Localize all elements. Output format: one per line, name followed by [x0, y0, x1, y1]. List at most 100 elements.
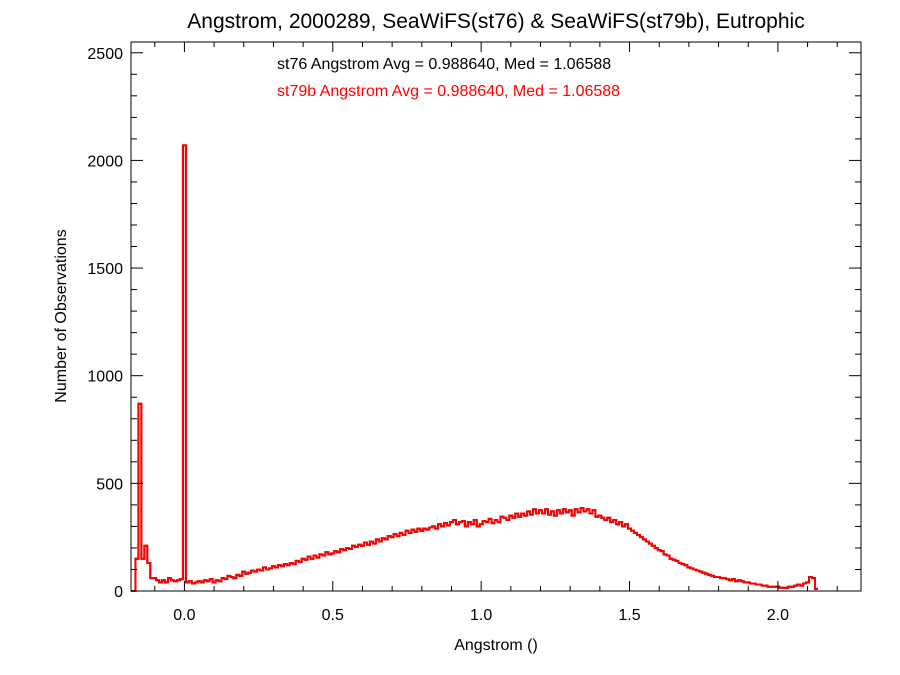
histogram-bin: [379, 541, 382, 591]
histogram-bin: [343, 550, 346, 591]
histogram-bin: [480, 524, 483, 591]
histogram-bin: [548, 515, 551, 591]
histogram-bin: [720, 578, 723, 591]
histogram-bin: [770, 587, 773, 591]
histogram-bin: [165, 582, 168, 591]
histogram-bin: [471, 524, 474, 591]
histogram-bin: [679, 563, 682, 591]
series-layer: [131, 144, 818, 592]
y-tick-label: 1500: [87, 261, 123, 278]
histogram-bin: [542, 513, 545, 591]
histogram-bin: [376, 539, 379, 591]
histogram-bin: [670, 559, 673, 591]
histogram-bin: [699, 572, 702, 591]
histogram-bin: [281, 566, 284, 591]
histogram-bin: [239, 576, 242, 591]
histogram-bin: [382, 538, 385, 591]
histogram-bin: [216, 580, 219, 591]
histogram-bin: [601, 518, 604, 591]
histogram-bin: [408, 533, 411, 591]
histogram-bin: [367, 545, 370, 591]
histogram-bin: [667, 555, 670, 591]
histogram-bin: [486, 522, 489, 591]
histogram-bin: [278, 565, 281, 591]
histogram-bin: [503, 518, 506, 591]
x-tick-label: 0.5: [322, 607, 344, 624]
histogram-bin: [566, 512, 569, 591]
histogram-bin: [423, 529, 426, 591]
histogram-bin: [545, 509, 548, 591]
histogram-bin: [316, 558, 319, 591]
histogram-bin: [207, 581, 210, 591]
histogram-bin: [352, 546, 355, 591]
histogram-bin: [578, 512, 581, 591]
histogram-bin: [738, 580, 741, 591]
histogram-bin: [773, 587, 776, 591]
histogram-bin: [646, 541, 649, 591]
histogram-bin: [589, 513, 592, 591]
histogram-bin: [236, 575, 239, 591]
histogram-bin: [141, 559, 144, 591]
histogram-bin: [512, 518, 515, 591]
histogram-bin: [518, 517, 521, 591]
histogram-bin: [595, 517, 598, 591]
histogram-bin: [245, 574, 248, 591]
histogram-bin: [456, 524, 459, 591]
histogram-bin: [429, 527, 432, 591]
histogram-bin: [483, 521, 486, 591]
histogram-bin: [495, 520, 498, 591]
histogram-bin: [453, 520, 456, 591]
histogram-bin: [346, 548, 349, 591]
histogram-bin: [349, 549, 352, 591]
histogram-bin: [299, 562, 302, 591]
histogram-bin: [750, 583, 753, 591]
histogram-bin: [809, 577, 812, 591]
histogram-series-1: [131, 144, 818, 592]
histogram-bin: [607, 518, 610, 591]
histogram-bin: [364, 543, 367, 591]
histogram-bin: [174, 581, 177, 591]
x-tick-label: 1.0: [470, 607, 492, 624]
histogram-bin: [587, 509, 590, 591]
histogram-bin: [438, 524, 441, 591]
histogram-bin: [420, 531, 423, 591]
histogram-bin: [681, 564, 684, 591]
histogram-bin: [735, 581, 738, 591]
histogram-bin: [222, 578, 225, 591]
histogram-bin: [569, 510, 572, 591]
x-tick-label: 0.0: [173, 607, 195, 624]
histogram-bin: [619, 522, 622, 591]
histogram-bin: [622, 526, 625, 591]
histogram-bin: [314, 555, 317, 591]
histogram-bin: [171, 580, 174, 591]
histogram-bin: [248, 573, 251, 591]
histogram-bin: [257, 569, 260, 591]
x-tick-label: 1.5: [618, 607, 640, 624]
histogram-bin: [661, 551, 664, 591]
histogram-bin: [462, 521, 465, 591]
histogram-bin: [334, 551, 337, 591]
histogram-bin: [684, 565, 687, 591]
histogram-bin: [753, 583, 756, 591]
x-tick-label: 2.0: [767, 607, 789, 624]
histogram-bin: [210, 579, 213, 591]
histogram-bin: [575, 509, 578, 591]
histogram-bin: [803, 583, 806, 591]
histogram-bin: [391, 537, 394, 591]
histogram-bin: [794, 586, 797, 591]
histogram-bin: [388, 536, 391, 591]
histogram-bin: [403, 535, 406, 591]
histogram-bin: [762, 586, 765, 591]
histogram-bin: [664, 554, 667, 591]
histogram-bin: [530, 515, 533, 591]
histogram-bin: [634, 533, 637, 591]
histogram-bin: [397, 536, 400, 591]
histogram-bin: [604, 520, 607, 591]
histogram-bin: [492, 523, 495, 591]
histogram-bin: [441, 526, 444, 591]
histogram-bin: [192, 583, 195, 591]
histogram-bin: [260, 571, 263, 591]
histogram-bin: [723, 578, 726, 591]
histogram-bin: [560, 513, 563, 591]
histogram-bin: [311, 559, 314, 591]
